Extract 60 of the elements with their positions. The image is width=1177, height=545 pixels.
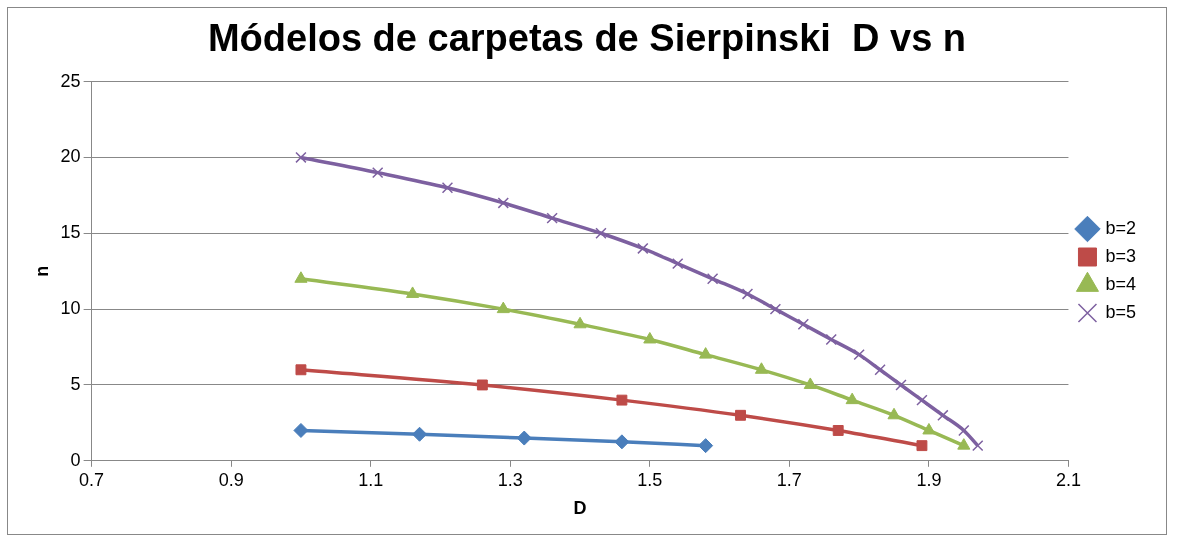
point — [797, 318, 810, 330]
x-axis-title: D — [573, 498, 587, 519]
x-tick-label: 1.9 — [916, 469, 942, 490]
y-axis-title: n — [31, 265, 52, 277]
point — [295, 151, 307, 164]
point — [614, 434, 630, 450]
x-tick-label: 1.1 — [358, 469, 384, 490]
x-tick-label: 1.5 — [637, 469, 663, 490]
point — [769, 303, 782, 315]
point — [706, 273, 719, 285]
point — [853, 348, 865, 361]
point — [887, 407, 901, 420]
point — [643, 331, 657, 344]
point — [372, 166, 384, 179]
legend-label: b=3 — [1105, 245, 1137, 266]
point — [516, 430, 532, 446]
point — [573, 316, 587, 329]
x-tick-label: 1.3 — [497, 469, 523, 490]
legend-label: b=5 — [1105, 301, 1137, 322]
point — [412, 426, 428, 442]
point — [295, 364, 307, 376]
point — [293, 422, 309, 438]
legend-label: b=4 — [1105, 273, 1137, 294]
point — [406, 286, 420, 298]
point — [698, 438, 714, 454]
point — [476, 379, 488, 391]
point — [595, 227, 607, 239]
point — [496, 301, 510, 314]
y-tick-label: 10 — [60, 298, 81, 319]
x-tick-label: 2.1 — [1055, 469, 1081, 490]
point — [922, 422, 936, 435]
x-tick-label: 1.7 — [776, 469, 802, 490]
point — [972, 439, 984, 452]
point — [616, 394, 628, 406]
point — [699, 347, 713, 359]
point — [832, 425, 844, 436]
point — [441, 182, 454, 194]
point — [916, 440, 928, 452]
chart-title: Módelos de carpetas de Sierpinski D vs n — [207, 17, 967, 60]
point — [294, 271, 308, 283]
point — [637, 242, 649, 255]
y-tick-label: 20 — [60, 146, 81, 167]
point — [735, 409, 746, 421]
point — [957, 438, 971, 450]
point — [546, 212, 558, 224]
y-tick-label: 0 — [70, 449, 81, 470]
point — [937, 409, 949, 421]
point — [741, 288, 754, 300]
point — [825, 333, 837, 346]
point — [497, 197, 509, 209]
x-tick-label: 0.9 — [218, 469, 244, 490]
point — [672, 257, 684, 270]
point — [845, 392, 859, 405]
y-tick-label: 5 — [70, 373, 81, 394]
legend-label: b=2 — [1105, 217, 1137, 238]
point — [803, 377, 817, 389]
point — [754, 362, 769, 374]
y-tick-label: 15 — [60, 222, 81, 243]
y-tick-label: 25 — [60, 70, 81, 91]
x-tick-label: 0.7 — [79, 469, 105, 490]
